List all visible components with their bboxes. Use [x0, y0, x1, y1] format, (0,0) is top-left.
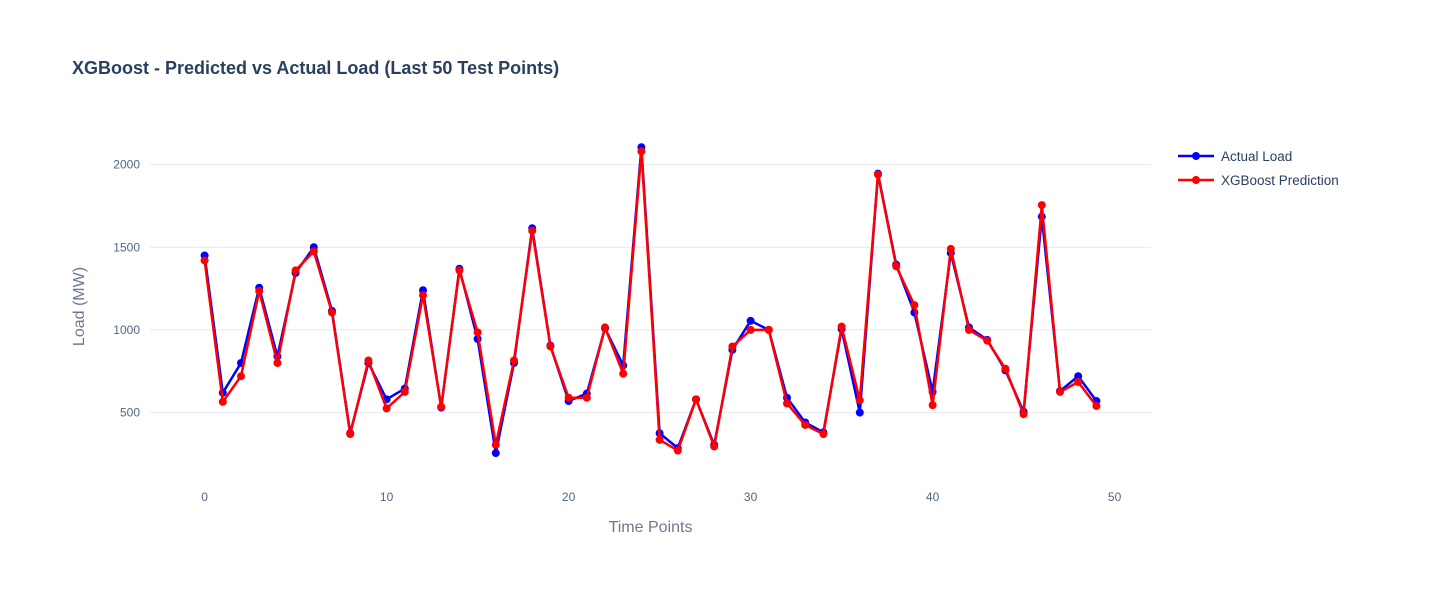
data-point-prediction [892, 262, 901, 271]
y-tick-label: 2000 [113, 158, 140, 172]
data-point-prediction [637, 147, 646, 156]
data-point-prediction [510, 356, 518, 365]
data-point-prediction [1074, 377, 1083, 386]
data-point-prediction [710, 442, 719, 451]
data-point-prediction [619, 369, 628, 378]
legend-label-actual: Actual Load [1221, 148, 1293, 164]
data-point-prediction [564, 393, 573, 402]
data-point-prediction [400, 387, 409, 396]
data-point-prediction [528, 226, 537, 235]
data-point-prediction [728, 342, 737, 351]
data-point-prediction [309, 247, 318, 256]
data-point-prediction [328, 308, 336, 317]
data-point-prediction [1019, 410, 1028, 419]
data-point-prediction [601, 323, 609, 332]
x-tick-label: 20 [562, 490, 576, 504]
chart-legend: Actual Load XGBoost Prediction [1176, 144, 1339, 192]
x-tick-label: 10 [380, 490, 394, 504]
y-tick-label: 1500 [113, 240, 140, 254]
data-point-prediction [346, 430, 355, 439]
data-point-actual [746, 316, 755, 325]
data-point-prediction [965, 325, 973, 334]
chart-title: XGBoost - Predicted vs Actual Load (Last… [72, 58, 560, 78]
data-point-prediction [437, 402, 446, 411]
x-tick-label: 30 [744, 490, 758, 504]
legend-item-actual[interactable]: Actual Load [1176, 144, 1339, 168]
x-tick-label: 40 [926, 490, 940, 504]
series-line-prediction [203, 150, 1098, 452]
data-point-prediction [837, 322, 846, 331]
data-point-prediction [783, 399, 791, 408]
data-point-prediction [946, 244, 955, 253]
data-point-prediction [200, 256, 209, 265]
data-point-prediction [801, 420, 810, 429]
data-point-prediction [382, 404, 391, 413]
data-point-prediction [419, 291, 427, 300]
data-point-prediction [764, 325, 773, 334]
data-point-prediction [928, 401, 937, 410]
y-tick-label: 500 [120, 406, 140, 420]
legend-item-prediction[interactable]: XGBoost Prediction [1176, 168, 1339, 192]
data-point-prediction [1001, 364, 1010, 373]
data-point-actual [855, 408, 864, 417]
data-point-prediction [473, 328, 482, 337]
data-point-prediction [491, 440, 500, 449]
data-point-prediction [855, 396, 864, 405]
data-point-actual [1074, 372, 1083, 381]
data-point-prediction [983, 336, 992, 345]
x-axis-title: Time Points [609, 519, 693, 536]
data-point-prediction [655, 435, 664, 444]
data-point-prediction [1056, 387, 1064, 396]
data-point-prediction [1037, 201, 1046, 210]
data-point-prediction [364, 356, 373, 365]
data-point-prediction [255, 287, 264, 296]
data-point-prediction [692, 395, 700, 404]
data-point-prediction [273, 358, 282, 367]
data-point-prediction [746, 325, 755, 334]
data-point-prediction [237, 372, 245, 381]
y-axis-title: Load (MW) [71, 267, 88, 346]
data-point-prediction [218, 397, 227, 406]
legend-label-prediction: XGBoost Prediction [1221, 172, 1339, 188]
data-point-prediction [455, 266, 464, 275]
data-point-prediction [874, 170, 882, 179]
data-point-prediction [1092, 401, 1101, 410]
data-point-prediction [673, 446, 682, 455]
legend-swatch-prediction [1176, 173, 1216, 187]
data-point-prediction [582, 393, 591, 402]
legend-swatch-actual [1176, 149, 1216, 163]
y-tick-label: 1000 [113, 323, 140, 337]
data-point-prediction [546, 342, 555, 351]
data-point-actual [491, 449, 500, 458]
x-tick-label: 50 [1108, 490, 1122, 504]
data-point-prediction [819, 430, 828, 439]
data-point-prediction [291, 266, 300, 275]
data-point-prediction [910, 301, 919, 310]
x-tick-label: 0 [201, 490, 208, 504]
